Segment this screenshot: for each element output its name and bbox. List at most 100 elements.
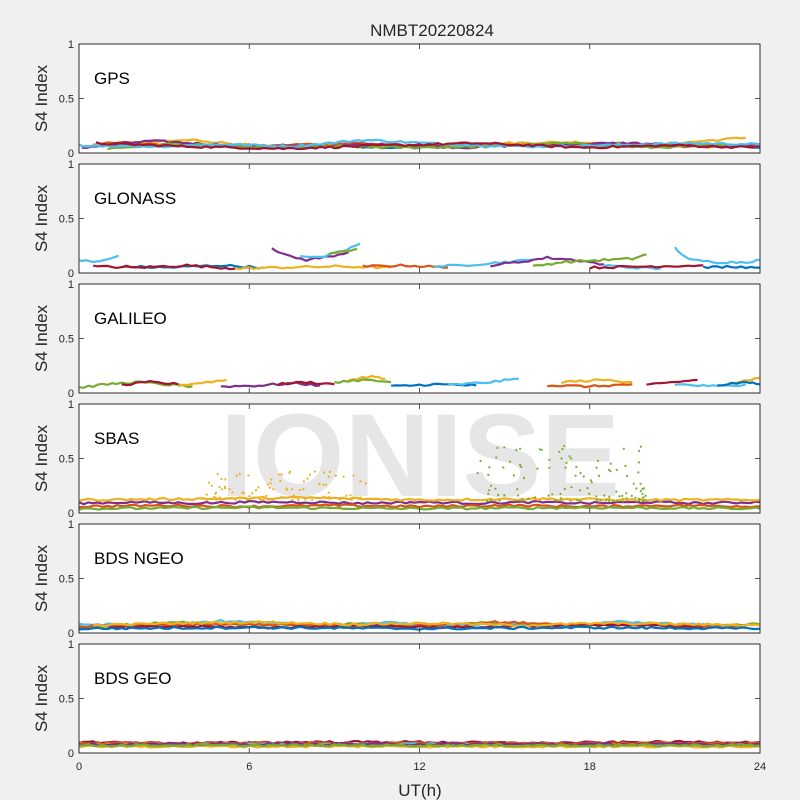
scatter-point	[479, 459, 482, 463]
scatter-point	[350, 498, 353, 501]
y-tick-label: 1	[68, 519, 74, 531]
scatter-point	[245, 498, 248, 501]
panels-group: 0 0.5 1 GPS S4 Index 0 0.5 1 GLONASS S4 Index 0 0.5…	[32, 39, 766, 773]
scatter-point	[218, 485, 221, 489]
scatter-point	[213, 495, 216, 499]
scatter-point	[639, 489, 642, 493]
scatter-point	[269, 482, 272, 485]
scatter-point	[643, 499, 646, 502]
series-trace-13	[674, 246, 761, 265]
scatter-point	[322, 483, 325, 486]
scatter-point	[248, 495, 251, 498]
scatter-point	[294, 496, 297, 499]
scatter-point	[630, 494, 633, 497]
scatter-point	[608, 468, 611, 471]
scatter-point	[517, 494, 520, 497]
y-tick-label: 0.5	[59, 454, 74, 466]
series-trace-7	[95, 141, 755, 151]
series-trace-5	[277, 380, 335, 387]
scatter-point	[487, 473, 490, 476]
scatter-point	[262, 498, 265, 501]
scatter-point	[590, 481, 593, 484]
scatter-point	[548, 466, 551, 469]
y-tick-label: 0.5	[59, 214, 74, 226]
plot-area	[78, 403, 761, 514]
y-tick-label: 1	[68, 39, 74, 51]
scatter-point	[515, 448, 518, 452]
scatter-point	[325, 483, 328, 486]
scatter-point	[349, 494, 352, 497]
series-trace-6	[78, 138, 761, 149]
series-trace-15	[589, 264, 704, 270]
y-tick-label: 0	[68, 148, 74, 160]
scatter-point	[503, 494, 506, 497]
scatter-point	[634, 496, 637, 499]
x-tick-label: 6	[246, 761, 252, 773]
y-axis-label: S4 Index	[32, 664, 51, 732]
scatter-point	[574, 474, 577, 477]
plot-area	[78, 283, 761, 394]
scatter-point	[568, 455, 571, 458]
scatter-point	[251, 492, 254, 495]
scatter-point	[638, 449, 641, 452]
scatter-point	[637, 461, 641, 464]
scatter-point	[561, 448, 564, 451]
scatter-point	[618, 495, 621, 498]
scatter-point	[296, 497, 299, 501]
scatter-point	[265, 494, 268, 497]
scatter-point	[551, 493, 554, 496]
scatter-point	[223, 485, 227, 488]
y-tick-label: 0	[68, 628, 74, 640]
scatter-point	[641, 499, 644, 503]
scatter-point	[234, 498, 237, 501]
series-trace-12	[646, 378, 698, 386]
scatter-point	[216, 472, 219, 476]
y-tick-label: 0	[68, 388, 74, 400]
scatter-point	[279, 480, 282, 483]
scatter-point	[644, 494, 647, 497]
scatter-point	[259, 498, 262, 501]
figure-title: NMBT20220824	[370, 21, 494, 40]
series-trace-6	[79, 743, 761, 748]
scatter-point	[364, 482, 367, 485]
scatter-point	[611, 499, 615, 503]
scatter-point	[327, 475, 330, 478]
series-trace-6	[328, 247, 358, 256]
scatter-point	[334, 474, 337, 477]
y-tick-label: 1	[68, 279, 74, 291]
scatter-point	[555, 499, 558, 502]
series-trace-13	[674, 383, 747, 388]
scatter-point	[534, 496, 537, 499]
scatter-point	[322, 495, 326, 498]
series-trace-4	[220, 381, 321, 389]
scatter-point	[520, 465, 523, 468]
series-trace-2	[121, 380, 179, 387]
scatter-point	[352, 474, 355, 477]
plot-border	[78, 43, 761, 154]
series-trace-14	[703, 264, 761, 270]
scatter-point	[489, 484, 493, 487]
plot-area	[78, 43, 761, 154]
scatter-point	[476, 471, 479, 475]
scatter-point	[579, 471, 582, 475]
panel-glonass: 0 0.5 1 GLONASS S4 Index	[32, 159, 761, 280]
y-tick-label: 0	[68, 268, 74, 280]
scatter-point	[508, 460, 511, 463]
scatter-point	[502, 466, 505, 469]
plot-border	[78, 643, 761, 754]
series-trace-15	[717, 380, 761, 387]
scatter-point	[635, 487, 638, 490]
scatter-point	[615, 490, 618, 493]
scatter-point	[290, 488, 293, 491]
y-tick-label: 0	[68, 508, 74, 520]
scatter-point	[298, 488, 302, 492]
scatter-point	[266, 483, 269, 486]
scatter-point	[575, 465, 578, 468]
scatter-point	[267, 498, 270, 501]
scatter-point	[328, 495, 331, 499]
scatter-point	[595, 466, 598, 469]
scatter-point	[637, 497, 641, 500]
series-trace-1	[78, 380, 193, 389]
scatter-point	[641, 492, 644, 495]
scatter-point	[313, 470, 316, 473]
